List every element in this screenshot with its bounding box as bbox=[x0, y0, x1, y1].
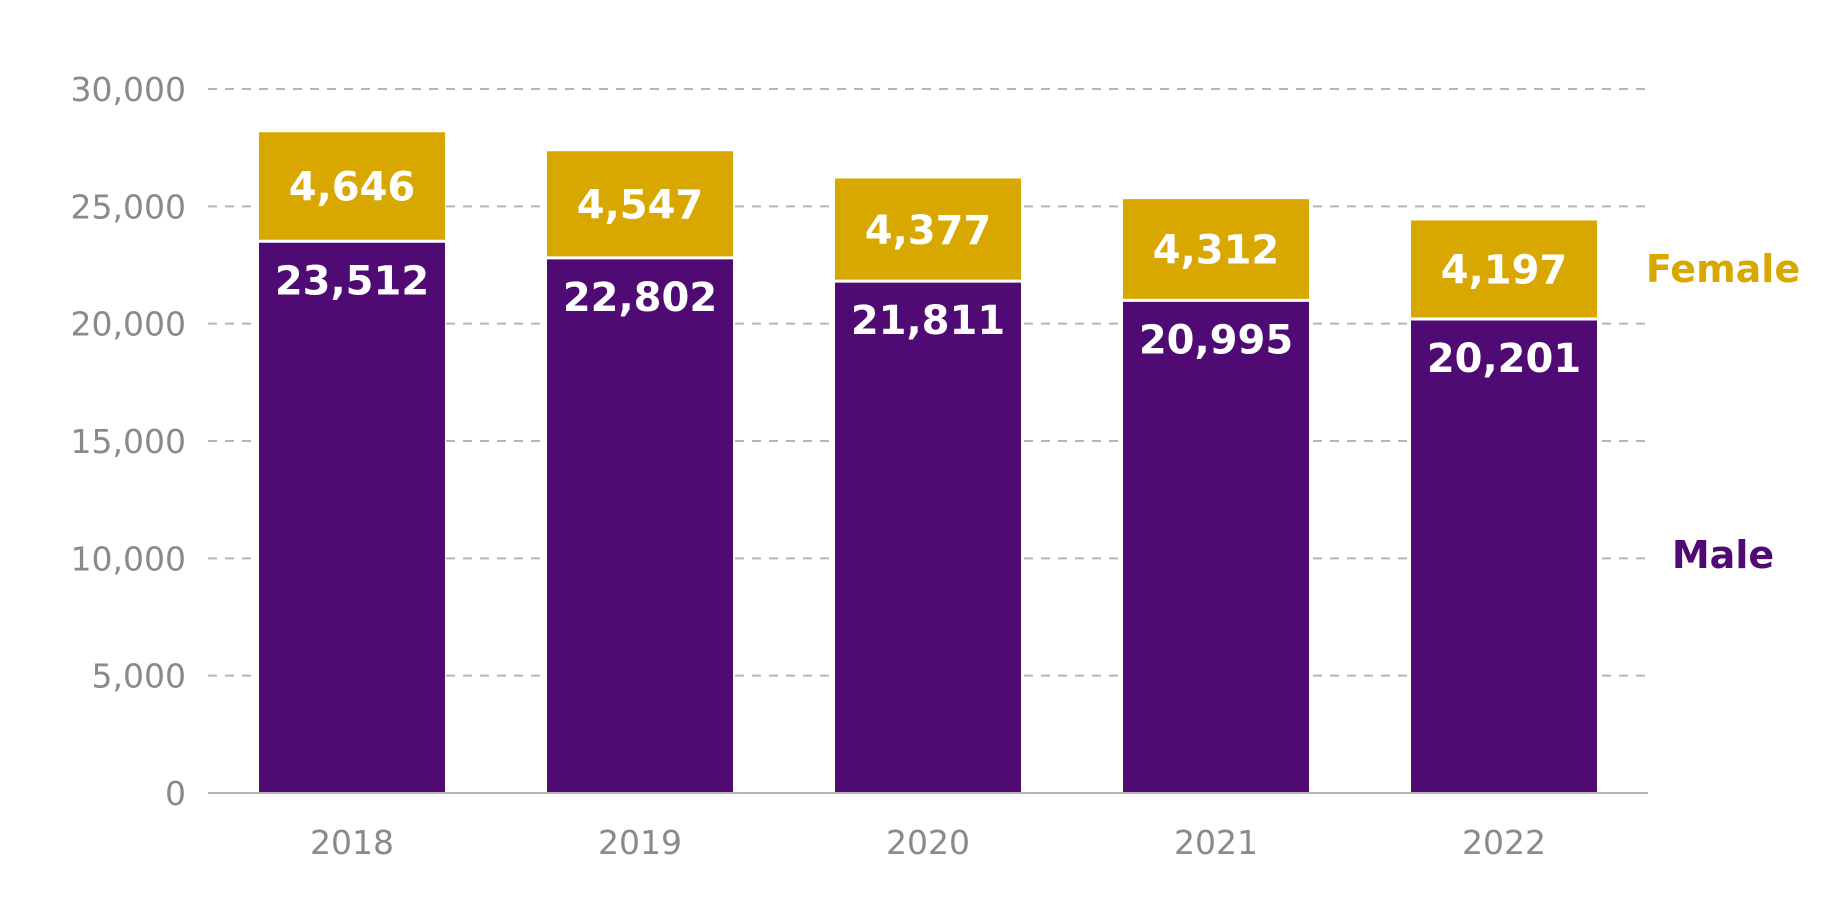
bar-male bbox=[259, 241, 445, 794]
data-label-female: 4,197 bbox=[1441, 248, 1568, 294]
data-label-male: 23,512 bbox=[275, 258, 429, 304]
bar-female bbox=[1123, 199, 1309, 301]
y-tick-label: 0 bbox=[165, 774, 186, 813]
x-tick-label: 2019 bbox=[598, 823, 682, 862]
y-tick-label: 20,000 bbox=[71, 305, 186, 344]
data-label-female: 4,547 bbox=[577, 183, 704, 229]
bar-male bbox=[547, 257, 733, 793]
x-tick-label: 2018 bbox=[310, 823, 394, 862]
data-label-female: 4,646 bbox=[289, 165, 416, 211]
legend-female: Female bbox=[1646, 247, 1800, 291]
data-label-female: 4,312 bbox=[1153, 228, 1280, 274]
bar-female bbox=[547, 151, 733, 258]
bar-female bbox=[835, 178, 1021, 282]
y-tick-label: 15,000 bbox=[71, 422, 186, 461]
y-tick-label: 10,000 bbox=[71, 539, 186, 578]
bar-male bbox=[1411, 318, 1597, 793]
x-tick-label: 2021 bbox=[1174, 823, 1258, 862]
data-label-male: 20,995 bbox=[1139, 317, 1293, 363]
data-label-female: 4,377 bbox=[865, 208, 992, 254]
bar-female bbox=[259, 132, 445, 242]
x-tick-label: 2020 bbox=[886, 823, 970, 862]
bar-male bbox=[1123, 300, 1309, 793]
y-tick-label: 30,000 bbox=[71, 70, 186, 109]
legend-male: Male bbox=[1672, 533, 1774, 577]
data-label-male: 21,811 bbox=[851, 298, 1005, 344]
y-tick-label: 5,000 bbox=[92, 657, 186, 696]
data-label-male: 20,201 bbox=[1427, 336, 1581, 382]
bar-male bbox=[835, 281, 1021, 793]
data-label-male: 22,802 bbox=[563, 275, 717, 321]
bar-female bbox=[1411, 220, 1597, 319]
x-tick-label: 2022 bbox=[1462, 823, 1546, 862]
y-tick-label: 25,000 bbox=[71, 187, 186, 226]
